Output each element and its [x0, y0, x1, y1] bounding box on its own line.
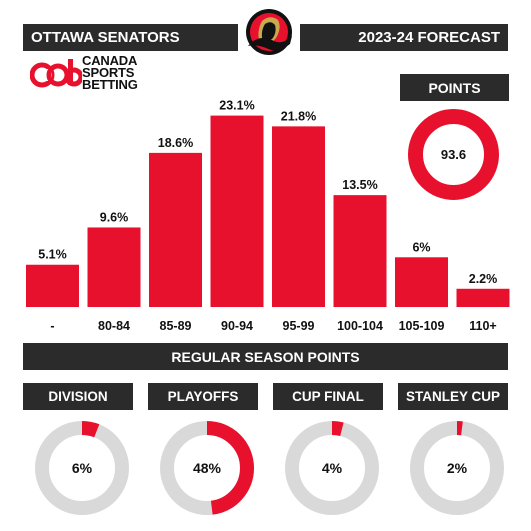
donut-value: 2% — [447, 460, 468, 476]
svg-text:csb: csb — [56, 78, 58, 80]
donut-fill — [160, 421, 254, 515]
brand-line-1: CANADA — [82, 53, 138, 68]
bar-3 — [210, 115, 264, 307]
brand-line-3: BETTING — [82, 77, 138, 92]
bar-value-label: 2.2% — [469, 272, 498, 286]
x-tick-label: 110+ — [469, 319, 496, 333]
points-distribution-chart: 5.1% - 9.6% 80-84 18.6% 85-89 23.1% 90-94 21.8% 9… — [26, 99, 510, 333]
donut-playoffs: 48% — [157, 418, 257, 518]
x-tick-label: - — [50, 319, 54, 333]
donut-fill — [285, 421, 379, 515]
x-tick-label: 105-109 — [399, 319, 445, 333]
donut-fill — [35, 421, 129, 515]
brand-name: CANADA SPORTS BETTING — [82, 53, 138, 92]
points-ring: 93.6 — [406, 107, 501, 202]
bar-value-label: 18.6% — [158, 136, 193, 150]
team-logo — [238, 6, 300, 58]
x-tick-label: 90-94 — [221, 319, 253, 333]
bar-value-label: 5.1% — [38, 248, 67, 262]
donut-value: 4% — [322, 460, 343, 476]
stat-header-cup-final: CUP FINAL — [273, 383, 383, 410]
donut-value: 6% — [72, 460, 93, 476]
bar-6 — [395, 257, 448, 307]
bar-4 — [272, 126, 325, 307]
x-tick-label: 100-104 — [337, 319, 383, 333]
bar-value-label: 9.6% — [100, 210, 129, 224]
brand-logo: csb CANADA SPORTS BETTING — [29, 53, 160, 97]
bar-5 — [333, 195, 387, 307]
donut-division: 6% — [32, 418, 132, 518]
points-value: 93.6 — [441, 147, 466, 162]
stat-header-division: DIVISION — [23, 383, 133, 410]
bar-7 — [456, 288, 510, 307]
brand-line-2: SPORTS — [82, 65, 135, 80]
bar-value-label: 23.1% — [219, 99, 254, 113]
x-tick-label: 85-89 — [160, 319, 192, 333]
x-tick-label: 80-84 — [98, 319, 130, 333]
donut-value: 48% — [193, 460, 222, 476]
stat-header-stanley-cup: STANLEY CUP — [398, 383, 508, 410]
team-title: OTTAWA SENATORS — [23, 24, 238, 51]
chart-x-label: REGULAR SEASON POINTS — [23, 343, 508, 370]
points-title: POINTS — [400, 74, 509, 101]
bar-value-label: 21.8% — [281, 109, 316, 123]
bar-1 — [87, 227, 141, 307]
donut-stanley-cup: 2% — [407, 418, 507, 518]
stat-header-playoffs: PLAYOFFS — [148, 383, 258, 410]
x-tick-label: 95-99 — [283, 319, 315, 333]
forecast-title: 2023-24 FORECAST — [300, 24, 508, 51]
bar-0 — [26, 264, 79, 307]
donut-fill — [410, 421, 504, 515]
donut-cup-final: 4% — [282, 418, 382, 518]
bar-value-label: 6% — [412, 240, 430, 254]
points-ring-stroke — [408, 109, 499, 200]
bar-value-label: 13.5% — [342, 178, 377, 192]
csb-mark-icon: csb — [29, 59, 84, 88]
bar-2 — [149, 152, 202, 307]
